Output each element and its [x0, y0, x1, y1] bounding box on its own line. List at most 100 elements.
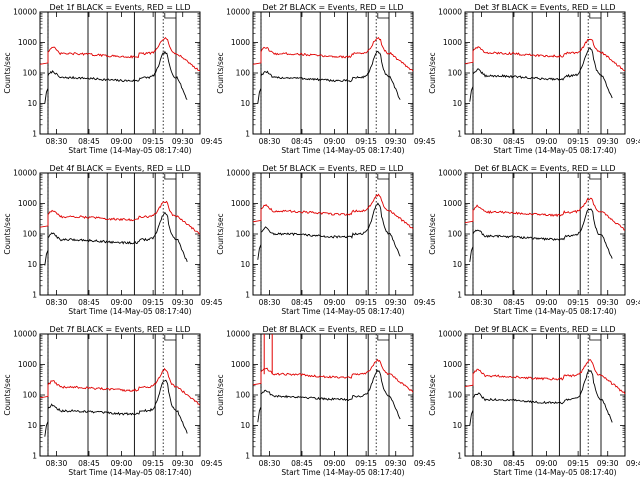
events-series-line — [469, 208, 613, 262]
x-axis-label: Start Time (14-May-05 08:17:40) — [68, 146, 191, 155]
x-tick-label: 09:15 — [355, 459, 377, 468]
y-tick-label: 1000 — [18, 360, 37, 369]
panel-title: Det 5f BLACK = Events, RED = LLD — [262, 164, 403, 173]
y-axis-label: Counts/sec — [3, 374, 12, 415]
lld-series-line — [464, 359, 626, 395]
y-tick-label: 1000 — [18, 38, 37, 47]
x-axis-label: Start Time (14-May-05 08:17:40) — [493, 146, 616, 155]
x-tick-label: 09:30 — [597, 298, 619, 307]
x-tick-label: 08:45 — [78, 298, 100, 307]
x-tick-label: 09:45 — [201, 137, 223, 146]
lld-series-line — [252, 193, 414, 230]
bracket-marker — [377, 174, 389, 180]
events-series-line — [44, 50, 188, 104]
detector-panel-6: Det 6f BLACK = Events, RED = LLD 1 10 100 10… — [428, 164, 640, 316]
x-axis-label: Start Time (14-May-05 08:17:40) — [68, 468, 191, 477]
y-tick-label: 10000 — [226, 169, 250, 178]
bracket-marker — [377, 13, 389, 19]
y-tick-label: 1000 — [443, 199, 462, 208]
y-tick-label: 10 — [452, 99, 462, 108]
x-tick-label: 09:15 — [567, 298, 589, 307]
detector-panel-8: Det 8f BLACK = Events, RED = LLD 1 10 100 10… — [216, 325, 436, 477]
x-tick-label: 09:30 — [172, 459, 194, 468]
events-series-line — [257, 202, 401, 260]
detector-panel-2: Det 2f BLACK = Events, RED = LLD 1 10 100 10… — [216, 3, 436, 155]
y-tick-label: 1000 — [231, 360, 250, 369]
y-tick-label: 1000 — [231, 199, 250, 208]
events-series-line — [44, 379, 188, 437]
x-tick-label: 08:30 — [259, 298, 281, 307]
y-tick-label: 1 — [32, 452, 37, 461]
y-tick-label: 1 — [245, 291, 250, 300]
detector-panel-5: Det 5f BLACK = Events, RED = LLD 1 10 100 10… — [216, 164, 436, 316]
x-tick-label: 09:00 — [324, 298, 346, 307]
x-axis-label: Start Time (14-May-05 08:17:40) — [281, 307, 404, 316]
x-tick-label: 09:00 — [536, 137, 558, 146]
x-tick-label: 09:45 — [626, 137, 640, 146]
x-tick-label: 08:45 — [291, 137, 313, 146]
events-series-line — [257, 369, 401, 423]
x-tick-label: 08:30 — [471, 137, 493, 146]
y-tick-label: 1 — [457, 291, 462, 300]
y-tick-label: 10 — [27, 99, 37, 108]
x-tick-label: 09:45 — [626, 459, 640, 468]
y-axis-label: Counts/sec — [428, 374, 437, 415]
y-tick-label: 1 — [245, 452, 250, 461]
x-tick-label: 09:00 — [536, 298, 558, 307]
panel-title: Det 6f BLACK = Events, RED = LLD — [474, 164, 615, 173]
panel-title: Det 3f BLACK = Events, RED = LLD — [474, 3, 615, 12]
panel-title: Det 9f BLACK = Events, RED = LLD — [474, 325, 615, 334]
bracket-marker — [589, 335, 601, 341]
y-tick-label: 1000 — [443, 360, 462, 369]
y-tick-label: 10000 — [438, 8, 462, 17]
y-tick-label: 10 — [27, 421, 37, 430]
x-tick-label: 08:30 — [259, 459, 281, 468]
y-tick-label: 1 — [32, 130, 37, 139]
y-tick-label: 1 — [457, 130, 462, 139]
x-tick-label: 09:15 — [142, 459, 164, 468]
y-axis-label: Counts/sec — [216, 213, 225, 254]
y-axis-label: Counts/sec — [216, 374, 225, 415]
y-tick-label: 100 — [448, 230, 463, 239]
x-tick-label: 09:45 — [201, 298, 223, 307]
x-tick-label: 09:15 — [567, 137, 589, 146]
lld-series-line — [39, 37, 201, 72]
x-tick-label: 09:00 — [324, 459, 346, 468]
y-tick-label: 100 — [236, 69, 251, 78]
y-tick-label: 100 — [23, 391, 38, 400]
x-tick-label: 09:45 — [414, 459, 436, 468]
x-tick-label: 09:45 — [201, 459, 223, 468]
y-tick-label: 100 — [236, 230, 251, 239]
y-tick-label: 10000 — [13, 169, 37, 178]
x-tick-label: 08:45 — [291, 459, 313, 468]
x-axis-label: Start Time (14-May-05 08:17:40) — [493, 468, 616, 477]
panel-title: Det 4f BLACK = Events, RED = LLD — [49, 164, 190, 173]
x-tick-label: 09:30 — [597, 459, 619, 468]
panel-title: Det 7f BLACK = Events, RED = LLD — [49, 325, 190, 334]
y-tick-label: 10 — [240, 421, 250, 430]
x-tick-label: 08:30 — [46, 137, 68, 146]
detector-panel-3: Det 3f BLACK = Events, RED = LLD 1 10 100 10… — [428, 3, 640, 155]
bracket-marker — [164, 13, 176, 19]
x-tick-label: 09:15 — [567, 459, 589, 468]
y-tick-label: 10 — [452, 421, 462, 430]
bracket-marker — [164, 174, 176, 180]
events-series-line — [469, 46, 613, 102]
y-tick-label: 10 — [452, 260, 462, 269]
y-tick-label: 1000 — [443, 38, 462, 47]
y-axis-label: Counts/sec — [428, 213, 437, 254]
lld-series-line — [252, 37, 414, 72]
x-tick-label: 08:45 — [503, 137, 525, 146]
x-tick-label: 08:45 — [78, 459, 100, 468]
events-series-line — [44, 211, 188, 266]
detector-panel-1: Det 1f BLACK = Events, RED = LLD 1 10 100 10… — [3, 3, 223, 155]
x-tick-label: 09:30 — [385, 298, 407, 307]
y-axis-label: Counts/sec — [3, 52, 12, 93]
y-tick-label: 1 — [32, 291, 37, 300]
x-tick-label: 08:45 — [291, 298, 313, 307]
x-tick-label: 09:45 — [414, 137, 436, 146]
events-series-line — [469, 369, 613, 426]
lld-series-line — [464, 38, 625, 72]
y-tick-label: 10000 — [438, 330, 462, 339]
